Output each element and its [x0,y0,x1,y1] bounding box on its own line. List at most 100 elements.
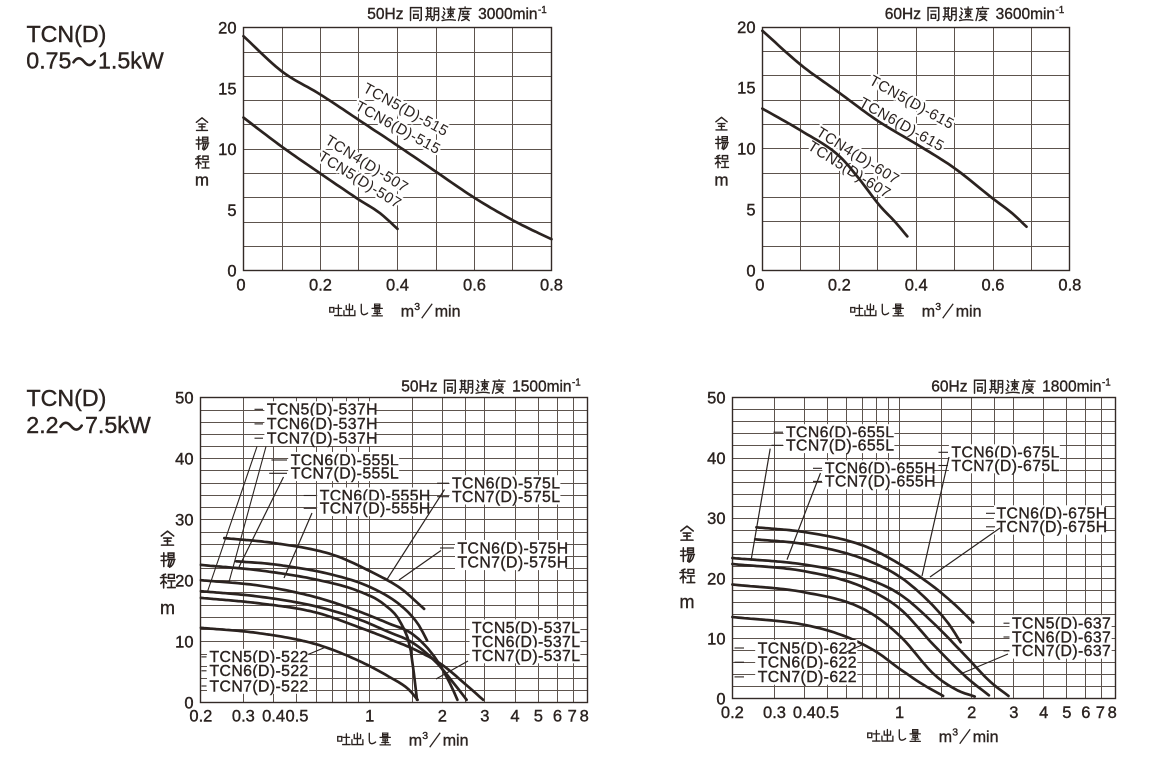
svg-text:0.2: 0.2 [189,708,212,726]
svg-text:50: 50 [707,390,725,408]
svg-text:TCN6(D)-575L: TCN6(D)-575L [452,476,560,493]
svg-text:-1: -1 [1102,378,1111,389]
svg-text:3: 3 [1009,704,1018,722]
svg-text:50Hz: 50Hz [401,379,437,396]
svg-text:TCN7(D)-522: TCN7(D)-522 [210,678,309,695]
svg-text:TCN7(D)-537L: TCN7(D)-537L [472,648,580,665]
svg-text:m: m [714,171,728,190]
svg-text:TCN5(D)-637: TCN5(D)-637 [1012,616,1111,633]
svg-text:m: m [409,733,422,750]
svg-text:2.2: 2.2 [26,412,58,438]
svg-text:TCN7(D)-555L: TCN7(D)-555L [291,466,399,483]
svg-text:7.5kW: 7.5kW [85,412,151,438]
svg-text:TCN6(D)-637: TCN6(D)-637 [1012,629,1111,646]
svg-text:8: 8 [1108,704,1117,722]
svg-text:min: min [973,729,999,746]
svg-text:4: 4 [510,708,519,726]
svg-text:0.3: 0.3 [232,708,255,726]
svg-text:2: 2 [967,704,976,722]
svg-text:0: 0 [184,695,193,713]
svg-text:8: 8 [580,708,589,726]
svg-text:m: m [195,171,209,190]
svg-text:TCN7(D)-675L: TCN7(D)-675L [951,458,1059,475]
svg-text:TCN6(D)-537H: TCN6(D)-537H [267,416,378,433]
svg-text:TCN6(D)-675L: TCN6(D)-675L [951,445,1059,462]
svg-text:min: min [956,304,982,321]
svg-text:TCN7(D)-655H: TCN7(D)-655H [825,474,936,491]
svg-text:0: 0 [755,277,764,295]
svg-text:-1: -1 [572,378,581,389]
svg-text:3: 3 [414,301,420,313]
svg-text:TCN6(D)-522: TCN6(D)-522 [210,663,309,680]
svg-text:0.5: 0.5 [816,704,839,722]
svg-text:60Hz: 60Hz [931,379,967,396]
svg-text:TCN7(D)-537H: TCN7(D)-537H [267,431,378,448]
svg-text:3000min: 3000min [478,6,537,23]
svg-text:0: 0 [746,262,755,280]
svg-text:4: 4 [1039,704,1048,722]
svg-text:TCN7(D)-675H: TCN7(D)-675H [997,519,1108,536]
svg-text:0.4: 0.4 [386,277,409,295]
svg-text:m: m [680,592,695,612]
svg-text:TCN7(D)-575L: TCN7(D)-575L [452,489,560,506]
svg-text:15: 15 [218,80,236,98]
svg-text:20: 20 [175,573,193,591]
svg-text:0.4: 0.4 [793,704,816,722]
svg-text:TCN6(D)-555L: TCN6(D)-555L [291,452,399,469]
svg-text:0.2: 0.2 [721,704,744,722]
svg-text:TCN5(D)-622: TCN5(D)-622 [758,640,857,657]
svg-text:m: m [401,304,414,321]
svg-text:60Hz: 60Hz [885,6,921,23]
svg-text:TCN6(D)-575H: TCN6(D)-575H [458,540,569,557]
svg-text:-1: -1 [538,5,547,16]
svg-text:0: 0 [716,691,725,709]
svg-text:3: 3 [422,730,428,742]
svg-text:0.4: 0.4 [905,277,928,295]
svg-text:10: 10 [707,631,725,649]
svg-text:m: m [939,729,952,746]
svg-text:-1: -1 [1056,5,1065,16]
svg-text:m: m [160,598,175,618]
svg-text:10: 10 [737,141,755,159]
svg-text:0.2: 0.2 [309,277,332,295]
svg-text:3: 3 [935,301,941,313]
svg-text:TCN7(D)-555H: TCN7(D)-555H [320,501,431,518]
svg-text:5: 5 [746,202,755,220]
svg-text:50: 50 [175,390,193,408]
svg-text:0.8: 0.8 [540,277,563,295]
svg-text:TCN7(D)-637: TCN7(D)-637 [1012,643,1111,660]
svg-text:40: 40 [707,450,725,468]
svg-text:0: 0 [227,263,236,281]
svg-text:min: min [435,304,461,321]
svg-text:6: 6 [1081,704,1090,722]
svg-text:TCN6(D)-675H: TCN6(D)-675H [997,506,1108,523]
svg-text:40: 40 [175,451,193,469]
svg-text:m: m [922,304,935,321]
svg-text:0.6: 0.6 [463,277,486,295]
svg-text:3600min: 3600min [996,6,1055,23]
svg-text:20: 20 [218,20,236,38]
svg-text:10: 10 [175,634,193,652]
svg-text:0.3: 0.3 [763,704,786,722]
svg-text:0: 0 [236,277,245,295]
svg-text:7: 7 [568,708,577,726]
svg-text:TCN5(D)-537L: TCN5(D)-537L [472,620,580,637]
svg-text:TCN(D): TCN(D) [27,385,107,411]
svg-text:1: 1 [895,704,904,722]
svg-text:TCN5(D)-537H: TCN5(D)-537H [267,402,378,419]
svg-text:0.5: 0.5 [286,708,309,726]
svg-text:20: 20 [737,19,755,37]
svg-text:3: 3 [480,708,489,726]
svg-text:0.4: 0.4 [262,708,285,726]
svg-text:0.8: 0.8 [1058,277,1081,295]
svg-text:TCN7(D)-622: TCN7(D)-622 [758,669,857,686]
svg-text:3: 3 [952,727,958,739]
svg-text:15: 15 [737,80,755,98]
svg-text:TCN6(D)-537L: TCN6(D)-537L [472,634,580,651]
svg-text:5: 5 [1062,704,1071,722]
svg-text:6: 6 [553,708,562,726]
svg-text:TCN5(D)-522: TCN5(D)-522 [210,649,309,666]
svg-text:50Hz: 50Hz [367,6,403,23]
svg-text:20: 20 [707,570,725,588]
svg-text:TCN7(D)-655L: TCN7(D)-655L [786,438,894,455]
